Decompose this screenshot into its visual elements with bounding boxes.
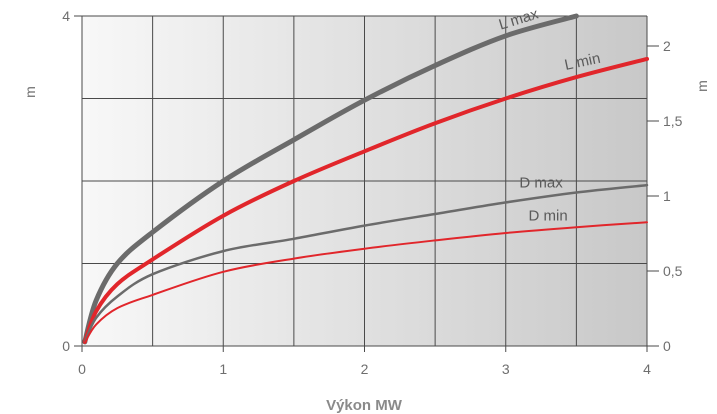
x-tick-label: 3 xyxy=(502,361,510,377)
x-tick-label: 2 xyxy=(361,361,369,377)
series-line-d-max xyxy=(83,183,649,344)
y-right-tick-label: 1,5 xyxy=(663,113,683,129)
y-axis-right: 0 0,5 1 1,5 2 xyxy=(647,38,683,354)
series-line-l-max xyxy=(82,13,579,345)
y-axis-left: 04 xyxy=(62,8,82,354)
x-tick-label: 1 xyxy=(219,361,227,377)
y-left-tick-label: 4 xyxy=(62,8,70,24)
y-right-tick-label: 0,5 xyxy=(663,263,683,279)
series-group xyxy=(82,13,649,345)
series-label-d-min: D min xyxy=(529,208,568,225)
y-right-tick-label: 0 xyxy=(663,338,671,354)
x-tick-label: 4 xyxy=(643,361,651,377)
x-tick-label: 0 xyxy=(78,361,86,377)
y-left-tick-label: 0 xyxy=(62,338,70,354)
y-axis-title-right: m xyxy=(694,80,710,92)
series-label-d-max: D max xyxy=(519,175,563,192)
series-line-l-min xyxy=(82,56,649,344)
x-axis: 0 1 2 3 4 xyxy=(78,346,651,377)
y-axis-title-left: m xyxy=(22,86,38,98)
y-right-tick-label: 2 xyxy=(663,38,671,54)
y-right-tick-label: 1 xyxy=(663,188,671,204)
series-line-d-min xyxy=(83,221,648,344)
x-axis-title: Výkon MW xyxy=(326,397,403,414)
